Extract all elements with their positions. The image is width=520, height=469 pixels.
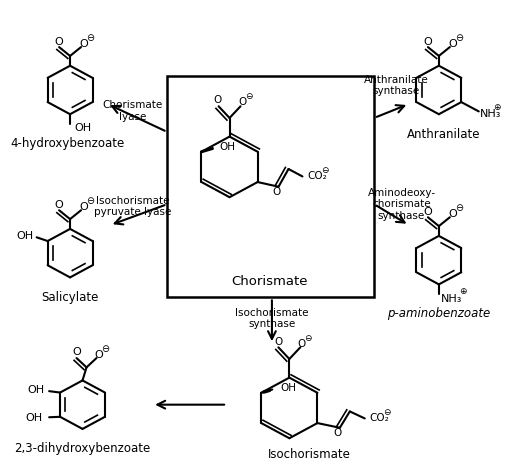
Text: 4-hydroxybenzoate: 4-hydroxybenzoate	[10, 137, 125, 150]
Text: ⊖: ⊖	[383, 408, 391, 417]
Text: Isochorismate: Isochorismate	[268, 448, 350, 461]
Text: OH: OH	[219, 142, 235, 152]
Text: Anthranilate: Anthranilate	[407, 128, 480, 141]
Text: O: O	[297, 339, 306, 348]
Text: ⊖: ⊖	[101, 344, 109, 354]
Text: O: O	[274, 337, 282, 347]
Text: O: O	[238, 97, 246, 107]
Text: O: O	[55, 200, 63, 210]
Text: OH: OH	[25, 413, 43, 423]
Text: ⊖: ⊖	[304, 333, 311, 342]
Text: ⊖: ⊖	[322, 166, 329, 175]
Text: Isochorismate
pyruvate lyase: Isochorismate pyruvate lyase	[94, 196, 171, 217]
Text: CO₂: CO₂	[370, 414, 389, 424]
Text: ⊖: ⊖	[455, 203, 463, 213]
Text: OH: OH	[17, 231, 34, 242]
Text: O: O	[423, 207, 432, 217]
Text: NH₃: NH₃	[441, 294, 463, 304]
Text: O: O	[55, 37, 63, 47]
Text: ⊕: ⊕	[493, 103, 501, 112]
Text: O: O	[79, 202, 88, 212]
Text: p-aminobenzoate: p-aminobenzoate	[387, 307, 490, 320]
Text: ⊖: ⊖	[245, 91, 252, 100]
Text: O: O	[448, 39, 457, 49]
Text: O: O	[448, 209, 457, 219]
Text: O: O	[72, 348, 81, 357]
Bar	[167, 76, 374, 297]
Text: ⊕: ⊕	[459, 287, 466, 296]
Text: CO₂: CO₂	[307, 172, 327, 182]
Text: 2,3-dihydroxybenzoate: 2,3-dihydroxybenzoate	[15, 442, 151, 455]
Text: Anthranilate
synthase: Anthranilate synthase	[364, 75, 429, 96]
Text: Salicylate: Salicylate	[42, 291, 99, 304]
Text: O: O	[423, 37, 432, 47]
Text: ⊖: ⊖	[86, 33, 94, 43]
Text: Chorismate: Chorismate	[231, 275, 308, 287]
Text: NH₃: NH₃	[479, 109, 501, 119]
Text: OH: OH	[74, 123, 91, 133]
Text: O: O	[214, 95, 222, 105]
Text: O: O	[79, 39, 88, 49]
Text: Isochorismate
synthase: Isochorismate synthase	[235, 308, 309, 329]
Text: Chorismate
lyase: Chorismate lyase	[102, 100, 162, 122]
Text: O: O	[333, 428, 342, 439]
Text: OH: OH	[280, 383, 296, 393]
Text: ⊖: ⊖	[455, 33, 463, 43]
Text: OH: OH	[28, 385, 45, 395]
Text: Aminodeoxy-
chorismate
synthase: Aminodeoxy- chorismate synthase	[368, 188, 436, 221]
Text: O: O	[94, 350, 103, 360]
Text: O: O	[272, 187, 281, 197]
Text: ⊖: ⊖	[86, 196, 94, 206]
